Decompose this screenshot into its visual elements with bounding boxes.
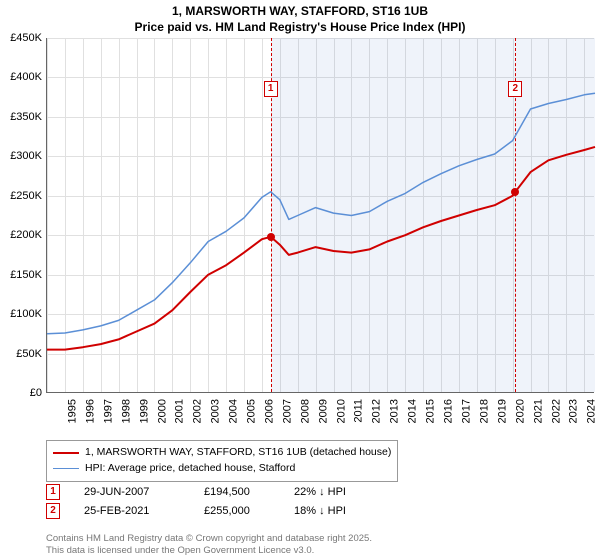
annotation-row: 1 29-JUN-2007£194,50022% ↓ HPI — [46, 484, 346, 500]
x-axis-tick-label: 2018 — [478, 399, 490, 423]
annotation-marker: 1 — [46, 484, 60, 500]
x-axis-tick-label: 2024 — [586, 399, 598, 423]
copyright-line-1: Contains HM Land Registry data © Crown c… — [46, 533, 372, 545]
legend: 1, MARSWORTH WAY, STAFFORD, ST16 1UB (de… — [46, 440, 398, 482]
x-axis-tick-label: 2019 — [496, 399, 508, 423]
x-axis-tick-label: 2011 — [352, 399, 364, 423]
title-line-2: Price paid vs. HM Land Registry's House … — [0, 20, 600, 36]
x-axis-tick-label: 2006 — [263, 399, 275, 423]
plot-area: 12 — [46, 38, 594, 393]
annotations-table: 1 29-JUN-2007£194,50022% ↓ HPI 2 25-FEB-202… — [46, 484, 346, 522]
x-axis-tick-label: 2016 — [443, 399, 455, 423]
annotation-delta: 22% ↓ HPI — [294, 486, 346, 498]
copyright-line-2: This data is licensed under the Open Gov… — [46, 545, 372, 557]
y-axis-tick-label: £150K — [0, 269, 42, 281]
x-axis-tick-label: 2021 — [532, 399, 544, 423]
legend-item: HPI: Average price, detached house, Staf… — [53, 461, 391, 477]
y-axis-tick-label: £400K — [0, 71, 42, 83]
legend-swatch — [53, 468, 79, 469]
x-axis-tick-label: 1995 — [66, 399, 78, 423]
annotation-price: £194,500 — [204, 486, 294, 498]
x-axis-tick-label: 2004 — [228, 399, 240, 423]
chart-container: 1, MARSWORTH WAY, STAFFORD, ST16 1UB Pri… — [0, 0, 600, 560]
x-axis-tick-label: 2017 — [460, 399, 472, 423]
x-axis-tick-label: 1996 — [84, 399, 96, 423]
chart-title: 1, MARSWORTH WAY, STAFFORD, ST16 1UB Pri… — [0, 0, 600, 35]
sale-marker — [511, 188, 519, 196]
series-line-hpi — [47, 93, 595, 334]
y-axis-tick-label: £100K — [0, 308, 42, 320]
title-line-1: 1, MARSWORTH WAY, STAFFORD, ST16 1UB — [0, 4, 600, 20]
y-axis-tick-label: £450K — [0, 32, 42, 44]
x-axis-tick-label: 2013 — [389, 399, 401, 423]
x-axis-tick-label: 2014 — [407, 399, 419, 423]
y-axis-tick-label: £350K — [0, 111, 42, 123]
x-axis-tick-label: 2012 — [371, 399, 383, 423]
series-svg — [47, 38, 595, 393]
annotation-date: 25-FEB-2021 — [84, 505, 204, 517]
chart-area: 12 £0 £50K £100K £150K £200K £250K £300K £350K £… — [0, 38, 600, 433]
x-axis-tick-label: 2007 — [281, 399, 293, 423]
y-axis-tick-label: £50K — [0, 348, 42, 360]
legend-item: 1, MARSWORTH WAY, STAFFORD, ST16 1UB (de… — [53, 445, 391, 461]
legend-label: HPI: Average price, detached house, Staf… — [85, 461, 295, 477]
annotation-delta: 18% ↓ HPI — [294, 505, 346, 517]
x-axis-tick-label: 2020 — [514, 399, 526, 423]
x-axis-tick-label: 2022 — [550, 399, 562, 423]
annotation-row: 2 25-FEB-2021£255,00018% ↓ HPI — [46, 503, 346, 519]
x-axis-tick-label: 2009 — [317, 399, 329, 423]
x-axis-tick-label: 2010 — [335, 399, 347, 423]
x-axis-tick-label: 2023 — [568, 399, 580, 423]
annotation-date: 29-JUN-2007 — [84, 486, 204, 498]
x-axis-tick-label: 1999 — [138, 399, 150, 423]
legend-swatch — [53, 452, 79, 454]
y-axis-tick-label: £300K — [0, 150, 42, 162]
annotation-price: £255,000 — [204, 505, 294, 517]
annotation-marker: 2 — [46, 503, 60, 519]
sale-marker — [267, 233, 275, 241]
x-axis-tick-label: 2000 — [156, 399, 168, 423]
x-axis-tick-label: 2002 — [192, 399, 204, 423]
y-axis-tick-label: £0 — [0, 387, 42, 399]
y-axis-tick-label: £250K — [0, 190, 42, 202]
legend-label: 1, MARSWORTH WAY, STAFFORD, ST16 1UB (de… — [85, 445, 391, 461]
x-axis-tick-label: 2003 — [210, 399, 222, 423]
x-axis-tick-label: 1998 — [120, 399, 132, 423]
x-axis-tick-label: 2008 — [299, 399, 311, 423]
series-line-price_paid — [47, 147, 595, 350]
y-axis-tick-label: £200K — [0, 229, 42, 241]
x-axis-tick-label: 2015 — [425, 399, 437, 423]
x-axis-tick-label: 2005 — [246, 399, 258, 423]
x-axis-tick-label: 2001 — [174, 399, 186, 423]
copyright-notice: Contains HM Land Registry data © Crown c… — [46, 533, 372, 557]
x-axis-tick-label: 1997 — [102, 399, 114, 423]
